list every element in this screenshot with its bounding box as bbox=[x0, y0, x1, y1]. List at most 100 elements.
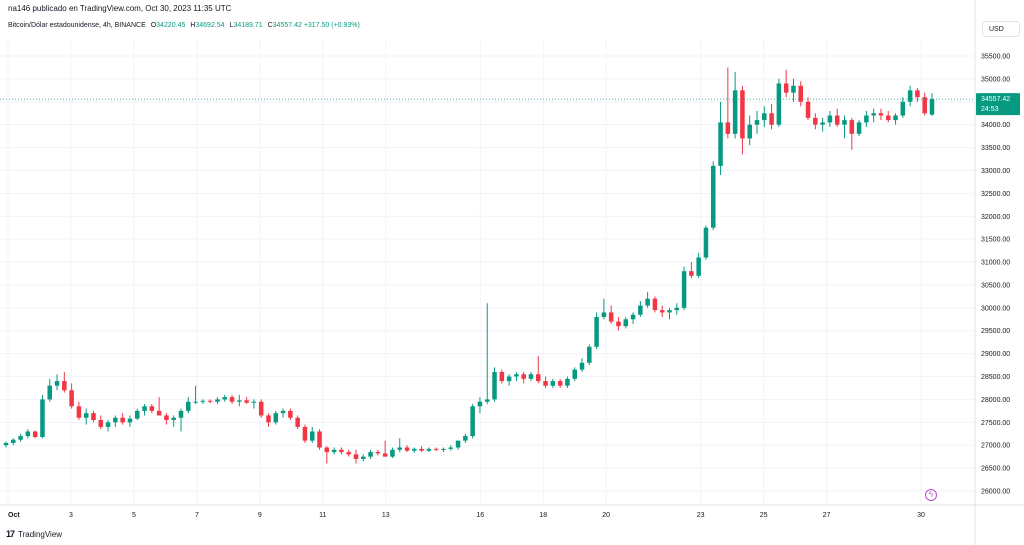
candle-body bbox=[258, 401, 264, 416]
candle-body bbox=[929, 99, 935, 115]
candle-body bbox=[317, 431, 322, 448]
y-tick-label: 32500.00 bbox=[981, 191, 1010, 198]
candle-body bbox=[375, 452, 381, 454]
candle-body bbox=[798, 85, 804, 102]
candle-body bbox=[703, 227, 709, 258]
candle-body bbox=[309, 431, 315, 441]
candle-body bbox=[426, 448, 432, 451]
y-tick-label: 33000.00 bbox=[981, 168, 1010, 175]
y-tick-label: 35000.00 bbox=[981, 76, 1010, 83]
candle-body bbox=[740, 90, 745, 139]
candle-body bbox=[25, 431, 31, 437]
x-tick-label: 9 bbox=[258, 512, 262, 519]
x-tick-label: Oct bbox=[8, 512, 20, 519]
candle-body bbox=[565, 378, 570, 386]
candle-body bbox=[732, 90, 738, 134]
candle-body bbox=[324, 447, 330, 453]
y-tick-label: 33500.00 bbox=[981, 145, 1010, 152]
candle-body bbox=[113, 417, 118, 423]
candle-body bbox=[280, 410, 286, 414]
x-tick-label: 27 bbox=[823, 512, 831, 519]
x-tick-label: 16 bbox=[476, 512, 484, 519]
candle-body bbox=[536, 374, 541, 382]
close-label: C bbox=[267, 22, 273, 29]
candle-body bbox=[791, 85, 796, 93]
y-tick-label: 31500.00 bbox=[981, 237, 1010, 244]
candle-body bbox=[295, 417, 300, 427]
candle-body bbox=[339, 449, 344, 453]
candle-body bbox=[674, 307, 680, 311]
candle-body bbox=[62, 381, 67, 391]
candle-body bbox=[696, 257, 701, 276]
candle-body bbox=[893, 115, 898, 121]
candle-body bbox=[834, 115, 840, 125]
candle-body bbox=[710, 165, 716, 228]
currency-button[interactable]: USD bbox=[982, 21, 1020, 37]
candle-body bbox=[878, 113, 884, 116]
candle-body bbox=[601, 312, 607, 317]
y-tick-label: 32000.00 bbox=[981, 214, 1010, 221]
candle-body bbox=[397, 447, 402, 450]
candle-body bbox=[273, 413, 279, 423]
candle-body bbox=[83, 413, 89, 418]
candle-body bbox=[514, 374, 519, 377]
candle-body bbox=[594, 317, 599, 347]
candle-body bbox=[492, 371, 497, 400]
candle-body bbox=[200, 400, 206, 402]
candle-body bbox=[645, 298, 650, 306]
x-tick-label: 7 bbox=[195, 512, 199, 519]
candle-body bbox=[783, 83, 789, 93]
candle-body bbox=[207, 400, 213, 402]
candle-body bbox=[550, 381, 556, 386]
candle-body bbox=[572, 369, 577, 379]
high-value: 34692.54 bbox=[195, 22, 225, 29]
candle-body bbox=[827, 115, 833, 123]
candle-body bbox=[215, 399, 220, 402]
candle-body bbox=[149, 406, 155, 411]
candle-body bbox=[907, 90, 913, 102]
candle-body bbox=[105, 422, 111, 427]
candle-body bbox=[608, 312, 614, 322]
price-tag-countdown: 24:53 bbox=[981, 106, 999, 113]
candle-body bbox=[477, 401, 483, 407]
candle-body bbox=[484, 399, 490, 402]
candle-body bbox=[32, 431, 38, 437]
open-value: 34220.45 bbox=[156, 22, 186, 29]
candle-body bbox=[849, 120, 855, 134]
x-tick-label: 23 bbox=[697, 512, 705, 519]
candle-body bbox=[412, 448, 417, 451]
candle-body bbox=[382, 453, 388, 457]
candle-body bbox=[652, 298, 658, 311]
candle-body bbox=[856, 122, 862, 134]
candle-body bbox=[776, 83, 782, 125]
candle-body bbox=[3, 442, 9, 446]
ohlc-legend: Bitcoin/Dólar estadounidense, 4h, BINANC… bbox=[8, 22, 360, 29]
low-value: 34189.71 bbox=[233, 22, 263, 29]
candle-body bbox=[178, 410, 184, 418]
candle-body bbox=[404, 447, 410, 451]
candle-body bbox=[769, 113, 774, 125]
x-tick-label: 20 bbox=[602, 512, 610, 519]
candle-body bbox=[499, 371, 505, 382]
candle-body bbox=[681, 271, 687, 308]
lightning-icon[interactable]: ϟ bbox=[925, 489, 937, 501]
change-value: +317.50 (+0.93%) bbox=[303, 22, 360, 29]
low-label: L bbox=[229, 22, 234, 29]
y-tick-label: 26000.00 bbox=[981, 489, 1010, 496]
x-tick-label: 3 bbox=[69, 512, 73, 519]
brand-name: TradingView bbox=[18, 529, 63, 539]
candle-body bbox=[616, 321, 621, 327]
candle-body bbox=[885, 115, 891, 121]
candle-body bbox=[747, 124, 752, 139]
symbol-label: Bitcoin/Dólar estadounidense, 4h, BINANC… bbox=[8, 22, 146, 29]
candle-body bbox=[441, 448, 446, 450]
candle-body bbox=[754, 120, 760, 125]
candle-body bbox=[288, 410, 293, 418]
price-tag-box bbox=[976, 93, 1020, 116]
x-tick-label: 13 bbox=[382, 512, 390, 519]
candle-body bbox=[69, 390, 74, 407]
y-tick-label: 29000.00 bbox=[981, 351, 1010, 358]
candle-body bbox=[842, 120, 847, 125]
y-tick-label: 27000.00 bbox=[981, 443, 1010, 450]
